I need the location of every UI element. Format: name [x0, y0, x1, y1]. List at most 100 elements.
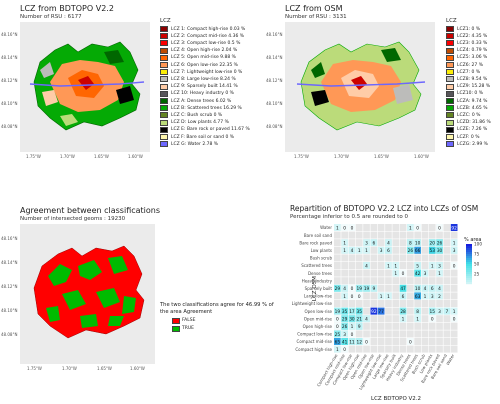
- colorbar-segment: [466, 264, 472, 267]
- heatmap-cell-value: 10: [415, 286, 421, 292]
- colorbar-tick: 100: [474, 242, 482, 247]
- heatmap-cell: [443, 307, 451, 315]
- heatmap-y-label: Sparsely built: [305, 286, 333, 291]
- heatmap-bg-cell: [443, 246, 451, 254]
- heatmap-cell-value: 1: [409, 225, 412, 231]
- heatmap-cell-value: 1: [431, 263, 434, 269]
- heatmap-bg-cell: [392, 246, 400, 254]
- lat-tick: 48.14°N: [266, 55, 283, 60]
- lon-tick: 1.70°W: [60, 154, 75, 159]
- heatmap-cell-value: 6: [387, 248, 390, 254]
- heatmap-cell-value: 1: [380, 294, 383, 300]
- lat-tick: 48.08°N: [266, 124, 283, 129]
- lon-tick: 1.65°W: [374, 154, 389, 159]
- legend-label: LCZ8: 9.54 %: [457, 76, 488, 82]
- heatmap-bg-cell: [392, 254, 400, 262]
- legend-swatch: [160, 54, 168, 61]
- heatmap-bg-cell: [421, 315, 429, 323]
- heatmap-cell: [385, 262, 392, 269]
- legend-label: LCZ C: Bush scrub 0 %: [171, 112, 223, 118]
- heatmap-cell: [385, 239, 392, 247]
- legend-swatch: [446, 83, 454, 90]
- heatmap-bg-cell: [355, 239, 363, 247]
- panel-subtitle: Number of RSU : 6177: [20, 14, 82, 20]
- heatmap-cell: [399, 292, 407, 300]
- heatmap-y-label: Compact low-rise: [297, 332, 332, 337]
- heatmap-cell: [363, 246, 370, 254]
- heatmap-bg-cell: [363, 254, 370, 262]
- heatmap-bg-cell: [377, 284, 385, 292]
- heatmap-bg-cell: [355, 262, 363, 269]
- legend-swatch: [446, 112, 454, 119]
- heatmap-bg-cell: [407, 345, 414, 353]
- heatmap-bg-cell: [399, 322, 407, 330]
- heatmap-bg-cell: [428, 322, 436, 330]
- heatmap-cell: [428, 262, 436, 269]
- map-area-bdtopo: [20, 22, 150, 152]
- heatmap-bg-cell: [407, 231, 414, 239]
- legend-title: LCZ: [160, 18, 171, 24]
- heatmap-cell-value: 1: [424, 294, 427, 300]
- legend-label: LCZ 2: Compact mid-rise 4.36 %: [171, 33, 245, 39]
- legend-label: LCZ B: Scattered trees 16.29 %: [171, 105, 242, 111]
- heatmap-bg-cell: [428, 277, 436, 285]
- heatmap-bg-cell: [370, 269, 378, 277]
- heatmap-bg-cell: [377, 300, 385, 307]
- heatmap-bg-cell: [355, 231, 363, 239]
- heatmap-cell-value: 0: [336, 324, 339, 330]
- heatmap-bg-cell: [334, 246, 341, 254]
- heatmap-bg-cell: [377, 345, 385, 353]
- heatmap-bg-cell: [363, 269, 370, 277]
- heatmap-bg-cell: [355, 269, 363, 277]
- heatmap-bg-cell: [443, 330, 451, 338]
- heatmap-bg-cell: [334, 231, 341, 239]
- heatmap-cell: [363, 284, 370, 292]
- heatmap-cell: [436, 246, 443, 254]
- legend-label: LCZ5: 3.06 %: [457, 55, 488, 61]
- heatmap-bg-cell: [363, 277, 370, 285]
- colorbar-segment: [466, 274, 472, 277]
- heatmap-bg-cell: [407, 284, 414, 292]
- heatmap-cell: [428, 292, 436, 300]
- heatmap-bg-cell: [436, 254, 443, 262]
- legend-label: LCZC: 0 %: [457, 112, 481, 118]
- heatmap-bg-cell: [407, 330, 414, 338]
- heatmap-bg-cell: [414, 277, 421, 285]
- heatmap-cell: [334, 307, 341, 315]
- heatmap-bg-cell: [363, 300, 370, 307]
- heatmap-subtitle: Percentage inferior to 0.5 are rounded t…: [290, 214, 408, 220]
- heatmap-cell-value: 1: [416, 317, 419, 323]
- heatmap-bg-cell: [421, 338, 429, 345]
- heatmap-cell: [428, 246, 436, 254]
- heatmap-bg-cell: [385, 307, 392, 315]
- colorbar-segment: [466, 250, 472, 253]
- heatmap-bg-cell: [436, 315, 443, 323]
- heatmap-bg-cell: [443, 292, 451, 300]
- heatmap-bg-cell: [334, 262, 341, 269]
- heatmap-cell-value: 1: [402, 317, 405, 323]
- heatmap-cell: [348, 284, 356, 292]
- heatmap-cell-value: 30: [437, 248, 443, 254]
- legend-swatch: [446, 69, 454, 76]
- heatmap-cell: [407, 338, 414, 345]
- heatmap-bg-cell: [370, 292, 378, 300]
- heatmap-cell-value: 29: [335, 286, 341, 292]
- heatmap-bg-cell: [341, 254, 348, 262]
- map-svg-agreement: [33, 245, 145, 339]
- heatmap-bg-cell: [370, 300, 378, 307]
- heatmap-bg-cell: [370, 338, 378, 345]
- lat-tick: 48.12°N: [1, 284, 18, 289]
- colorbar-segment: [466, 262, 472, 265]
- heatmap-bg-cell: [436, 322, 443, 330]
- map-svg-osm: [296, 41, 426, 131]
- heatmap-cell: [436, 292, 443, 300]
- heatmap-bg-cell: [348, 239, 356, 247]
- heatmap-bg-cell: [399, 224, 407, 231]
- heatmap-bg-cell: [334, 300, 341, 307]
- heatmap-bg-cell: [436, 338, 443, 345]
- heatmap-bg-cell: [377, 322, 385, 330]
- heatmap-cell: [341, 338, 348, 345]
- heatmap-bg-cell: [355, 254, 363, 262]
- heatmap-bg-cell: [436, 330, 443, 338]
- heatmap-cell: [363, 262, 370, 269]
